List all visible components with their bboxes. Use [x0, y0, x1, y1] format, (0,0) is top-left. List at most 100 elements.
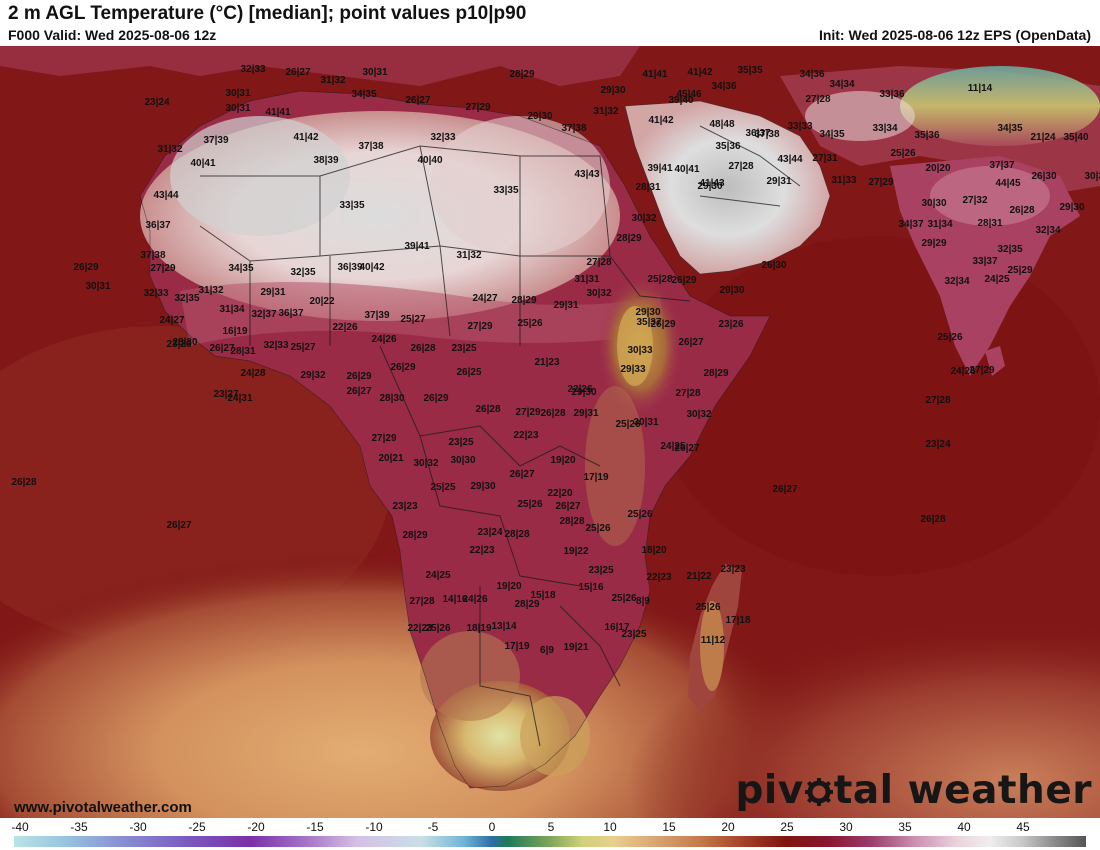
point-value-label: 27|29	[969, 365, 994, 376]
point-value-label: 19|20	[550, 455, 575, 466]
point-value-label: 18|19	[466, 623, 491, 634]
header: 2 m AGL Temperature (°C) [median]; point…	[0, 0, 1100, 46]
map-title: 2 m AGL Temperature (°C) [median]; point…	[8, 3, 527, 24]
point-value-label: 37|38	[561, 123, 586, 134]
point-value-label: 6|9	[540, 645, 554, 656]
point-value-label: 29|29	[921, 238, 946, 249]
point-value-label: 19|22	[563, 546, 588, 557]
point-value-label: 25|26	[611, 593, 636, 604]
point-value-label: 41|41	[642, 69, 667, 80]
point-value-label: 30|32	[413, 458, 438, 469]
point-value-label: 24|28	[240, 368, 265, 379]
point-value-label: 14|16	[442, 594, 467, 605]
point-value-label: 28|29	[514, 599, 539, 610]
point-value-label: 24|25	[660, 441, 685, 452]
point-value-label: 29|30	[635, 307, 660, 318]
colorbar-tick-label: 40	[957, 820, 971, 834]
point-value-label: 39|41	[647, 163, 672, 174]
point-value-label: 30|31	[362, 67, 387, 78]
point-value-label: 21|24	[1030, 132, 1055, 143]
point-value-label: 26|28	[11, 477, 36, 488]
valid-time: F000 Valid: Wed 2025-08-06 12z	[8, 27, 217, 43]
point-value-label: 26|28	[540, 408, 565, 419]
point-value-label: 24|31	[227, 393, 252, 404]
point-value-label: 22|23	[469, 545, 494, 556]
point-value-label: 28|29	[511, 295, 536, 306]
point-value-label: 27|28	[805, 94, 830, 105]
point-value-label: 15|16	[578, 582, 603, 593]
arabia-landmass	[625, 101, 830, 274]
point-value-label: 36|37	[278, 308, 303, 319]
point-value-label: 25|29	[1007, 265, 1032, 276]
point-value-label: 11|14	[968, 83, 993, 94]
point-value-label: 26|29	[73, 262, 98, 273]
point-value-label: 34|35	[351, 89, 376, 100]
point-value-label: 31|32	[456, 250, 481, 261]
point-value-label: 28|31	[230, 346, 255, 357]
point-value-label: 37|38	[754, 129, 779, 140]
point-value-label: 31|33	[831, 175, 856, 186]
point-value-label: 36|39	[337, 262, 362, 273]
point-value-label: 29|30	[719, 285, 744, 296]
brand-logo: piv tal weather	[735, 768, 1092, 813]
point-value-label: 32|33	[240, 64, 265, 75]
colorbar-tick-label: -25	[188, 820, 206, 834]
point-value-label: 27|29	[467, 321, 492, 332]
point-value-label: 26|27	[285, 67, 310, 78]
colorbar-tick-label: 30	[839, 820, 853, 834]
point-value-label: 34|35	[997, 123, 1022, 134]
point-value-label: 43|43	[574, 169, 599, 180]
point-value-label: 29|31	[553, 300, 578, 311]
point-value-label: 25|26	[937, 332, 962, 343]
point-value-label: 29|30	[470, 481, 495, 492]
point-value-label: 26|27	[166, 520, 191, 531]
point-value-label: 27|28	[409, 596, 434, 607]
point-value-label: 24|26	[462, 594, 487, 605]
point-value-label: 11|12	[701, 635, 726, 646]
point-value-label: 34|36	[799, 69, 824, 80]
colorbar-tick-label: 20	[721, 820, 735, 834]
point-value-label: 26|27	[555, 501, 580, 512]
point-value-label: 30|31	[633, 417, 658, 428]
point-value-label: 26|27	[209, 343, 234, 354]
point-value-label: 30|31	[225, 88, 250, 99]
point-value-label: 25|26	[695, 602, 720, 613]
point-value-label: 27|28	[728, 161, 753, 172]
point-value-label: 28|28	[559, 516, 584, 527]
point-value-label: 8|9	[636, 596, 650, 607]
point-value-label: 34|37	[898, 219, 923, 230]
point-value-label: 22|23	[407, 623, 432, 634]
point-value-label: 23|26	[718, 319, 743, 330]
point-value-label: 32|37	[251, 309, 276, 320]
point-value-label: 37|37	[989, 160, 1014, 171]
point-value-label: 27|31	[812, 153, 837, 164]
point-value-label: 31|32	[198, 285, 223, 296]
point-value-label: 27|29	[868, 177, 893, 188]
point-value-label: 30|31	[85, 281, 110, 292]
colorbar-tick-label: 25	[780, 820, 794, 834]
point-value-label: 16|17	[604, 622, 629, 633]
point-value-label: 30|32	[686, 409, 711, 420]
point-value-label: 41|42	[648, 115, 673, 126]
point-value-label: 19|20	[496, 581, 521, 592]
point-value-label: 31|31	[574, 274, 599, 285]
point-value-label: 30|30	[450, 455, 475, 466]
colorbar: -40 -35 -30 -25 -20 -15 -10 -5 0 5 10 15 20 25 30 35 40 4…	[0, 818, 1100, 850]
point-value-label: 26|27	[678, 337, 703, 348]
point-value-label: 35|36	[715, 141, 740, 152]
point-value-label: 23|23	[720, 564, 745, 575]
temperature-map: 32|33 26|27 31|32 30|31 28|29 23|24 30|31 34|35…	[0, 46, 1100, 818]
point-value-label: 26|29	[423, 393, 448, 404]
point-value-label: 41|42	[687, 67, 712, 78]
point-value-label: 36|37	[145, 220, 170, 231]
website-url: www.pivotalweather.com	[14, 799, 192, 816]
point-value-label: 22|26	[332, 322, 357, 333]
point-value-label: 31|34	[219, 304, 244, 315]
point-value-label: 28|28	[504, 529, 529, 540]
point-value-label: 25|25	[430, 482, 455, 493]
point-value-label: 35|36	[914, 130, 939, 141]
point-value-label: 39|40	[668, 95, 693, 106]
point-value-label: 27|32	[962, 195, 987, 206]
point-value-label: 23|26	[166, 339, 191, 350]
point-value-label: 24|27	[472, 293, 497, 304]
